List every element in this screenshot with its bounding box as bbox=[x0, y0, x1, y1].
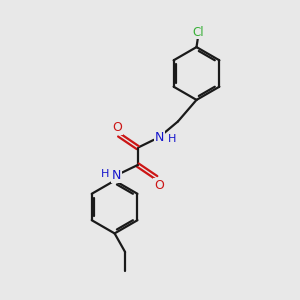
Text: H: H bbox=[168, 134, 176, 145]
Text: N: N bbox=[154, 130, 164, 144]
Text: H: H bbox=[100, 169, 109, 179]
Text: N: N bbox=[111, 169, 121, 182]
Text: O: O bbox=[154, 178, 164, 192]
Text: Cl: Cl bbox=[192, 26, 204, 39]
Text: O: O bbox=[112, 121, 122, 134]
